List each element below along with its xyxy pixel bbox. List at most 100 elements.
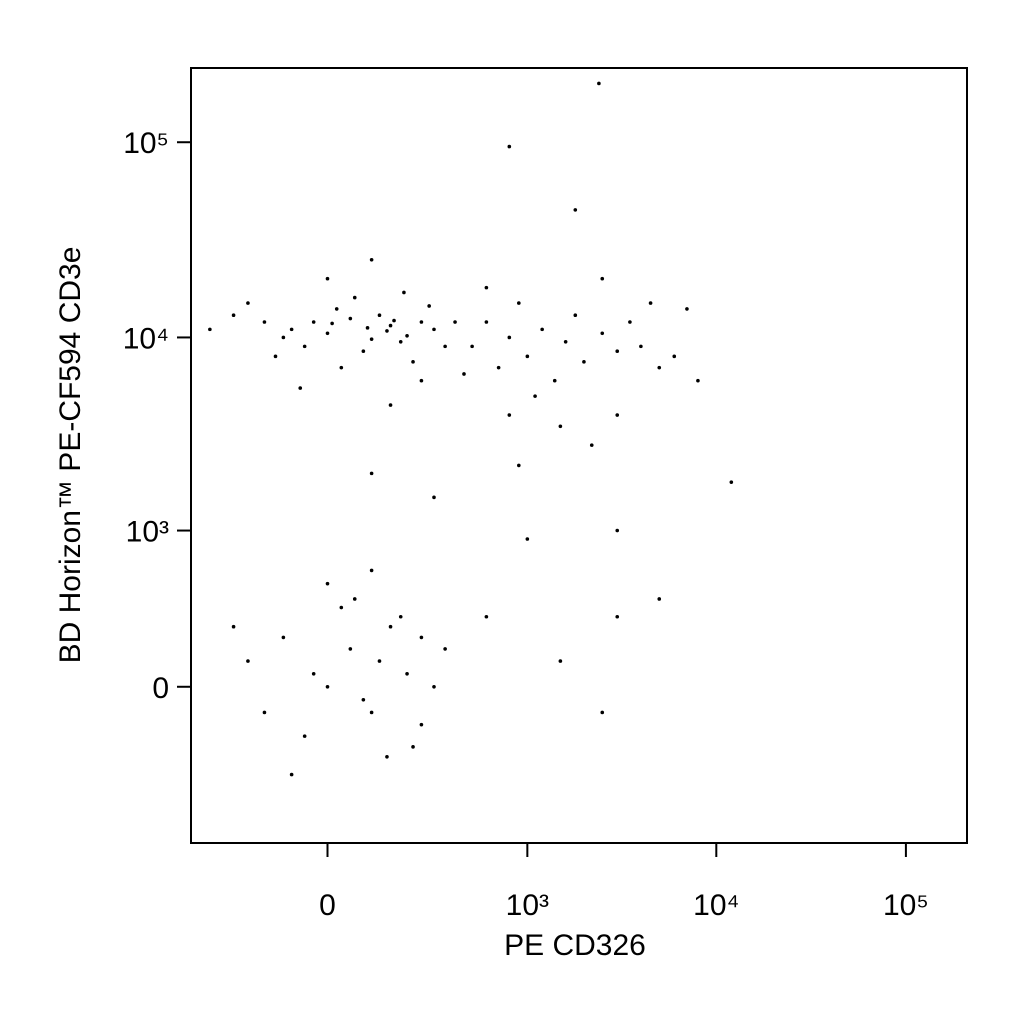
dot — [558, 659, 563, 663]
dot — [672, 354, 677, 359]
dot — [330, 321, 334, 326]
dot — [361, 697, 366, 702]
dot — [639, 344, 643, 349]
dot — [352, 295, 357, 300]
dot — [573, 313, 578, 318]
dot — [377, 659, 382, 663]
x-tick-label: 10⁵ — [883, 889, 929, 922]
dot — [325, 581, 330, 586]
dot — [325, 331, 330, 336]
dot — [398, 614, 403, 619]
dot — [685, 307, 689, 311]
dot — [462, 372, 466, 376]
dot — [369, 471, 374, 476]
dot — [615, 614, 620, 619]
y-tick-label: 0 — [152, 672, 169, 705]
dot — [369, 710, 374, 715]
dot — [600, 710, 605, 715]
dot — [427, 304, 431, 308]
dot — [419, 378, 424, 383]
dot — [281, 635, 286, 640]
dot — [231, 313, 236, 318]
dot — [385, 329, 389, 333]
dot — [302, 734, 307, 738]
plot-frame — [190, 67, 968, 844]
dot — [432, 495, 436, 500]
dot — [582, 360, 586, 364]
dot — [453, 320, 457, 324]
x-axis-label: PE CD326 — [504, 929, 646, 962]
dot — [600, 331, 605, 336]
dot — [325, 684, 330, 689]
dot — [496, 365, 501, 370]
y-axis-label: BD Horizon™ PE-CF594 CD3e — [54, 247, 87, 664]
y-tick-label: 10⁴ — [123, 322, 169, 355]
dot — [540, 327, 544, 332]
dot — [339, 365, 344, 370]
dot — [298, 386, 303, 390]
dot — [405, 671, 409, 676]
dot — [365, 326, 370, 330]
dot — [402, 290, 406, 295]
dot — [385, 755, 389, 759]
dot — [369, 337, 374, 341]
dot — [348, 316, 353, 321]
dot — [289, 772, 294, 777]
dot — [657, 365, 662, 370]
dot — [443, 344, 447, 349]
dot — [589, 443, 594, 447]
dot — [443, 647, 447, 651]
dot — [696, 378, 700, 383]
dot — [369, 568, 374, 573]
dot — [262, 320, 267, 324]
dot — [563, 339, 568, 344]
dot — [246, 659, 250, 663]
dot — [597, 81, 601, 86]
dot — [419, 635, 424, 640]
dot — [289, 327, 294, 332]
dot — [615, 413, 620, 417]
dot — [339, 605, 344, 610]
x-tick-label: 0 — [319, 889, 336, 922]
dot — [419, 320, 424, 324]
dot — [231, 624, 236, 629]
x-tick-label: 10⁴ — [693, 889, 739, 922]
dot — [281, 335, 286, 340]
dot — [573, 208, 578, 212]
dot — [388, 403, 393, 407]
dot — [558, 424, 563, 429]
dot — [648, 301, 653, 305]
dot — [470, 344, 474, 349]
dot — [484, 614, 489, 619]
dot — [507, 413, 512, 417]
dot — [484, 285, 489, 290]
dot — [311, 671, 316, 676]
dot — [361, 349, 366, 354]
dot — [311, 320, 316, 324]
dot — [552, 378, 557, 383]
dot — [484, 320, 489, 324]
dot — [411, 360, 415, 364]
dot — [507, 335, 512, 340]
dot — [352, 597, 357, 601]
dot — [388, 624, 393, 629]
dot — [334, 307, 339, 311]
dot — [302, 344, 307, 349]
dot — [405, 333, 409, 338]
x-tick-label: 10³ — [506, 889, 549, 922]
dot — [615, 349, 620, 354]
dot — [273, 354, 278, 359]
dot — [262, 710, 267, 715]
dot — [507, 144, 512, 149]
dot — [392, 318, 396, 323]
dot — [398, 339, 403, 344]
y-tick-label: 10³ — [126, 516, 169, 549]
dot — [517, 463, 521, 468]
dot — [325, 276, 330, 281]
dot — [411, 745, 415, 749]
dot — [388, 323, 393, 328]
dot — [419, 722, 424, 727]
dot — [348, 647, 353, 651]
dot — [525, 354, 530, 359]
